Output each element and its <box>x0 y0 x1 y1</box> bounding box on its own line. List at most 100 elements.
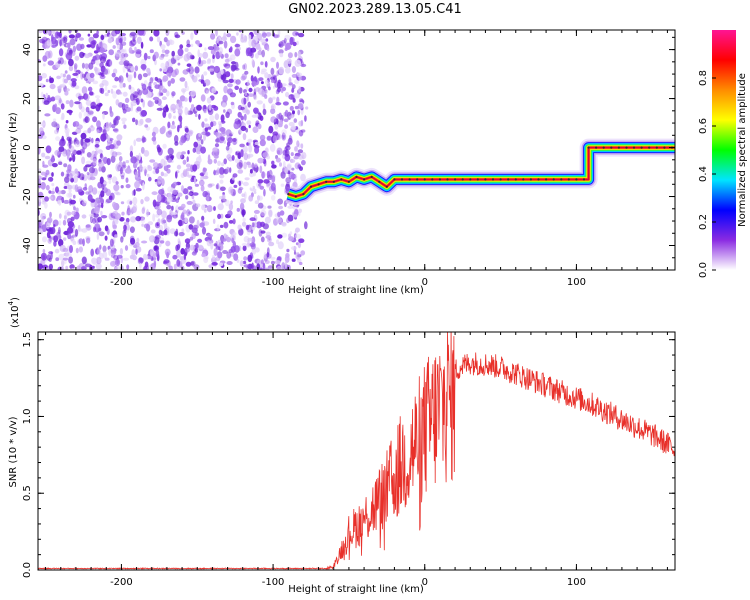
noise-speck <box>229 46 233 52</box>
noise-speck <box>285 91 290 98</box>
noise-speck <box>149 49 154 54</box>
noise-speck <box>109 144 115 150</box>
noise-speck <box>163 259 170 264</box>
signal-track-dot <box>567 178 570 181</box>
signal-track-dot <box>416 178 419 181</box>
noise-speck <box>235 150 241 154</box>
noise-speck <box>156 107 163 111</box>
noise-speck <box>104 68 110 75</box>
noise-speck <box>162 143 167 149</box>
noise-speck <box>162 173 168 177</box>
noise-speck <box>285 67 291 74</box>
noise-speck <box>73 194 76 199</box>
noise-speck <box>186 200 193 205</box>
noise-speck <box>42 249 46 254</box>
noise-speck <box>201 226 207 235</box>
noise-speck <box>130 237 136 245</box>
noise-speck <box>173 55 180 60</box>
signal-track-dot <box>617 146 621 149</box>
noise-speck <box>133 189 136 196</box>
noise-speck <box>87 77 95 83</box>
noise-speck <box>257 123 262 130</box>
noise-speck <box>229 92 236 98</box>
noise-speck <box>90 173 94 178</box>
noise-speck <box>247 237 253 242</box>
noise-speck <box>134 171 139 178</box>
noise-speck <box>249 217 256 222</box>
signal-track-dot <box>287 193 290 196</box>
noise-speck <box>296 140 300 148</box>
noise-speck <box>277 241 284 250</box>
noise-speck <box>197 238 203 243</box>
noise-speck <box>66 74 71 81</box>
noise-speck <box>155 201 160 207</box>
noise-speck <box>217 239 222 247</box>
noise-speck <box>171 91 176 97</box>
noise-speck <box>263 179 270 184</box>
noise-speck <box>243 191 247 200</box>
noise-speck <box>96 120 101 128</box>
noise-speck <box>265 235 272 239</box>
noise-speck <box>70 237 75 243</box>
noise-speck <box>141 223 144 227</box>
noise-speck <box>288 171 295 180</box>
noise-speck <box>100 210 103 216</box>
noise-speck <box>220 243 224 252</box>
noise-speck <box>65 100 70 105</box>
noise-speck <box>118 75 124 84</box>
noise-speck <box>66 173 70 177</box>
noise-speck <box>179 77 186 82</box>
noise-speck <box>72 72 79 76</box>
noise-speck <box>293 92 300 99</box>
noise-speck <box>182 209 187 215</box>
noise-speck <box>67 221 75 228</box>
spectrogram-y-tick-label: 40 <box>22 43 33 56</box>
noise-speck <box>223 63 228 67</box>
noise-speck <box>149 77 154 84</box>
noise-speck <box>63 78 68 84</box>
noise-speck <box>55 198 59 202</box>
noise-speck <box>241 193 246 197</box>
noise-speck <box>234 43 241 48</box>
noise-speck <box>109 106 112 114</box>
noise-speck <box>81 86 88 95</box>
noise-speck <box>98 42 103 48</box>
noise-speck <box>178 219 183 227</box>
noise-speck <box>268 125 274 134</box>
noise-speck <box>280 183 285 187</box>
noise-speck <box>118 91 123 95</box>
noise-speck <box>143 150 150 157</box>
noise-speck <box>243 161 248 170</box>
noise-speck <box>201 253 206 258</box>
noise-speck <box>104 85 108 91</box>
noise-speck <box>243 256 248 261</box>
noise-speck <box>125 167 132 174</box>
noise-speck <box>282 101 289 106</box>
noise-speck <box>169 38 173 45</box>
signal-track-dot <box>400 178 404 181</box>
noise-speck <box>108 179 112 184</box>
noise-speck <box>185 168 192 172</box>
noise-speck <box>213 65 221 74</box>
noise-speck <box>147 100 153 107</box>
noise-speck <box>234 245 240 253</box>
noise-speck <box>291 258 296 262</box>
noise-speck <box>297 103 304 110</box>
noise-speck <box>224 63 231 69</box>
spectrogram-y-tick-label: -20 <box>22 188 33 204</box>
noise-speck <box>240 198 246 204</box>
noise-speck <box>246 120 252 125</box>
noise-speck <box>189 70 194 78</box>
noise-speck <box>132 196 138 205</box>
noise-speck <box>239 260 244 267</box>
snr-y-tick-label: 0.5 <box>22 485 33 501</box>
noise-speck <box>159 55 164 60</box>
noise-speck <box>165 240 171 247</box>
noise-speck <box>64 70 68 74</box>
signal-track-dot <box>355 175 358 178</box>
noise-speck <box>111 72 116 78</box>
noise-speck <box>100 190 105 198</box>
noise-speck <box>60 265 64 270</box>
noise-speck <box>135 137 142 142</box>
